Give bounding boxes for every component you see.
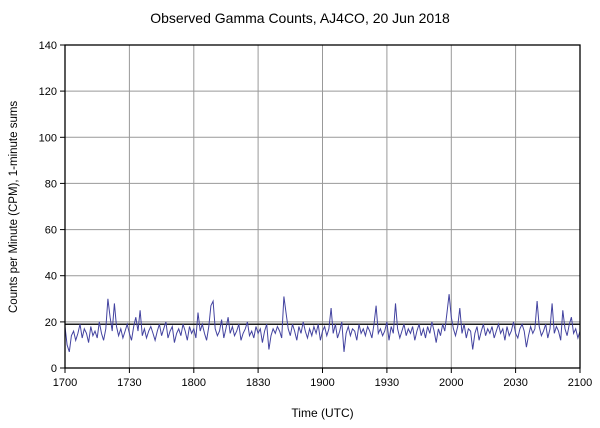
y-tick-label: 0 bbox=[51, 363, 57, 375]
x-tick-label: 2000 bbox=[439, 377, 463, 389]
x-tick-label: 1830 bbox=[246, 377, 270, 389]
y-tick-label: 120 bbox=[39, 86, 57, 98]
y-tick-label: 100 bbox=[39, 132, 57, 144]
chart-title: Observed Gamma Counts, AJ4CO, 20 Jun 201… bbox=[150, 10, 450, 26]
plot-border bbox=[64, 44, 581, 369]
x-axis-label: Time (UTC) bbox=[291, 406, 354, 420]
x-tick-label: 2030 bbox=[503, 377, 527, 389]
x-tick-label: 1730 bbox=[117, 377, 141, 389]
x-tick-label: 1930 bbox=[375, 377, 399, 389]
y-tick-label: 40 bbox=[45, 271, 57, 283]
y-tick-label: 80 bbox=[45, 178, 57, 190]
x-tick-label: 2100 bbox=[568, 377, 592, 389]
y-tick-label: 140 bbox=[39, 40, 57, 52]
x-tick-label: 1800 bbox=[182, 377, 206, 389]
x-tick-label: 1700 bbox=[53, 377, 77, 389]
y-tick-label: 60 bbox=[45, 225, 57, 237]
y-tick-label: 20 bbox=[45, 317, 57, 329]
x-tick-label: 1900 bbox=[310, 377, 334, 389]
series-line bbox=[64, 294, 581, 353]
